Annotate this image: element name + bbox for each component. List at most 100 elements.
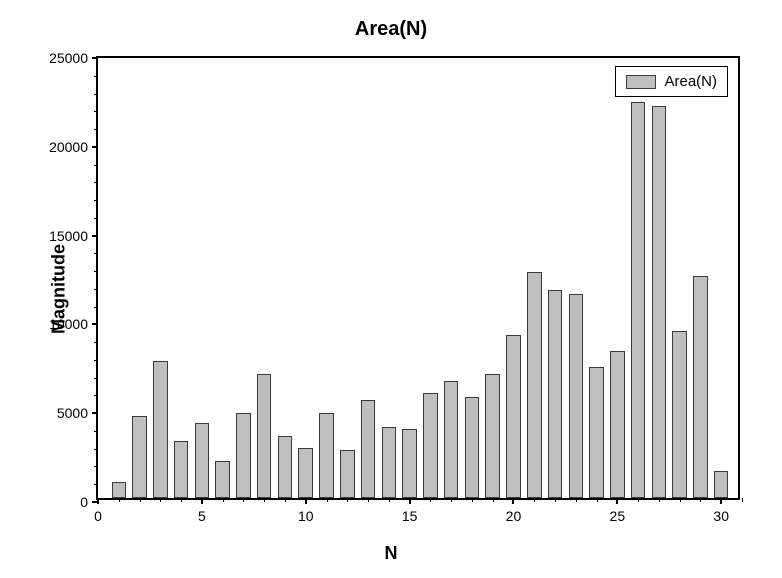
x-minor-tick [140, 498, 141, 502]
bar [195, 423, 210, 498]
bar [444, 381, 459, 498]
x-tick [720, 498, 722, 504]
bar [506, 335, 521, 498]
bar [382, 427, 397, 498]
bar [423, 393, 438, 498]
y-tick [92, 412, 98, 414]
x-tick [616, 498, 618, 504]
bar [361, 400, 376, 498]
y-minor-tick [94, 165, 98, 166]
bar [569, 294, 584, 498]
x-minor-tick [285, 498, 286, 502]
bar [153, 361, 168, 498]
bar [485, 374, 500, 498]
x-minor-tick [181, 498, 182, 502]
bar [340, 450, 355, 498]
y-tick [92, 146, 98, 148]
bar [174, 441, 189, 498]
bar [548, 290, 563, 498]
y-tick [92, 323, 98, 325]
y-tick-label: 20000 [49, 139, 88, 155]
bar [693, 276, 708, 498]
x-tick-label: 10 [298, 508, 314, 524]
x-minor-tick [700, 498, 701, 502]
bar [714, 471, 729, 498]
y-minor-tick [94, 395, 98, 396]
x-minor-tick [451, 498, 452, 502]
y-minor-tick [94, 182, 98, 183]
y-minor-tick [94, 271, 98, 272]
bar [298, 448, 313, 498]
bar [465, 397, 480, 498]
y-minor-tick [94, 466, 98, 467]
x-minor-tick [368, 498, 369, 502]
x-axis-label: N [0, 543, 782, 564]
y-tick-label: 25000 [49, 50, 88, 66]
y-minor-tick [94, 111, 98, 112]
y-tick-label: 0 [80, 494, 88, 510]
chart-container: Area(N) Magnitude N Area(N) 050001000015… [0, 0, 782, 578]
y-minor-tick [94, 378, 98, 379]
y-tick-label: 5000 [57, 405, 88, 421]
bar [319, 413, 334, 498]
bar [132, 416, 147, 498]
y-tick [92, 57, 98, 59]
legend-swatch [626, 75, 656, 89]
bar [112, 482, 127, 498]
x-minor-tick [597, 498, 598, 502]
x-tick [201, 498, 203, 504]
bar [236, 413, 251, 498]
y-minor-tick [94, 218, 98, 219]
y-minor-tick [94, 200, 98, 201]
x-minor-tick [742, 498, 743, 502]
y-minor-tick [94, 449, 98, 450]
y-minor-tick [94, 253, 98, 254]
x-tick [305, 498, 307, 504]
x-minor-tick [576, 498, 577, 502]
x-minor-tick [119, 498, 120, 502]
y-minor-tick [94, 94, 98, 95]
x-tick [409, 498, 411, 504]
x-minor-tick [347, 498, 348, 502]
legend: Area(N) [615, 66, 728, 97]
y-tick-label: 10000 [49, 316, 88, 332]
x-minor-tick [659, 498, 660, 502]
bar [631, 102, 646, 498]
x-tick-label: 20 [506, 508, 522, 524]
x-minor-tick [243, 498, 244, 502]
x-minor-tick [389, 498, 390, 502]
bar [610, 351, 625, 498]
x-minor-tick [160, 498, 161, 502]
y-minor-tick [94, 129, 98, 130]
x-minor-tick [472, 498, 473, 502]
x-tick-label: 15 [402, 508, 418, 524]
bar [589, 367, 604, 498]
bar [672, 331, 687, 498]
bar [257, 374, 272, 498]
legend-label: Area(N) [664, 73, 717, 90]
x-minor-tick [680, 498, 681, 502]
y-minor-tick [94, 307, 98, 308]
y-minor-tick [94, 342, 98, 343]
y-minor-tick [94, 484, 98, 485]
x-minor-tick [223, 498, 224, 502]
y-minor-tick [94, 76, 98, 77]
y-tick-label: 15000 [49, 228, 88, 244]
x-minor-tick [638, 498, 639, 502]
plot-area: Area(N) 05000100001500020000250000510152… [96, 56, 740, 500]
y-minor-tick [94, 289, 98, 290]
x-tick [512, 498, 514, 504]
x-minor-tick [327, 498, 328, 502]
x-minor-tick [493, 498, 494, 502]
x-tick [97, 498, 99, 504]
y-tick [92, 235, 98, 237]
x-tick-label: 5 [198, 508, 206, 524]
x-tick-label: 25 [610, 508, 626, 524]
y-minor-tick [94, 431, 98, 432]
x-minor-tick [555, 498, 556, 502]
x-tick-label: 0 [94, 508, 102, 524]
x-minor-tick [430, 498, 431, 502]
bar [527, 272, 542, 498]
bar [215, 461, 230, 498]
x-minor-tick [534, 498, 535, 502]
